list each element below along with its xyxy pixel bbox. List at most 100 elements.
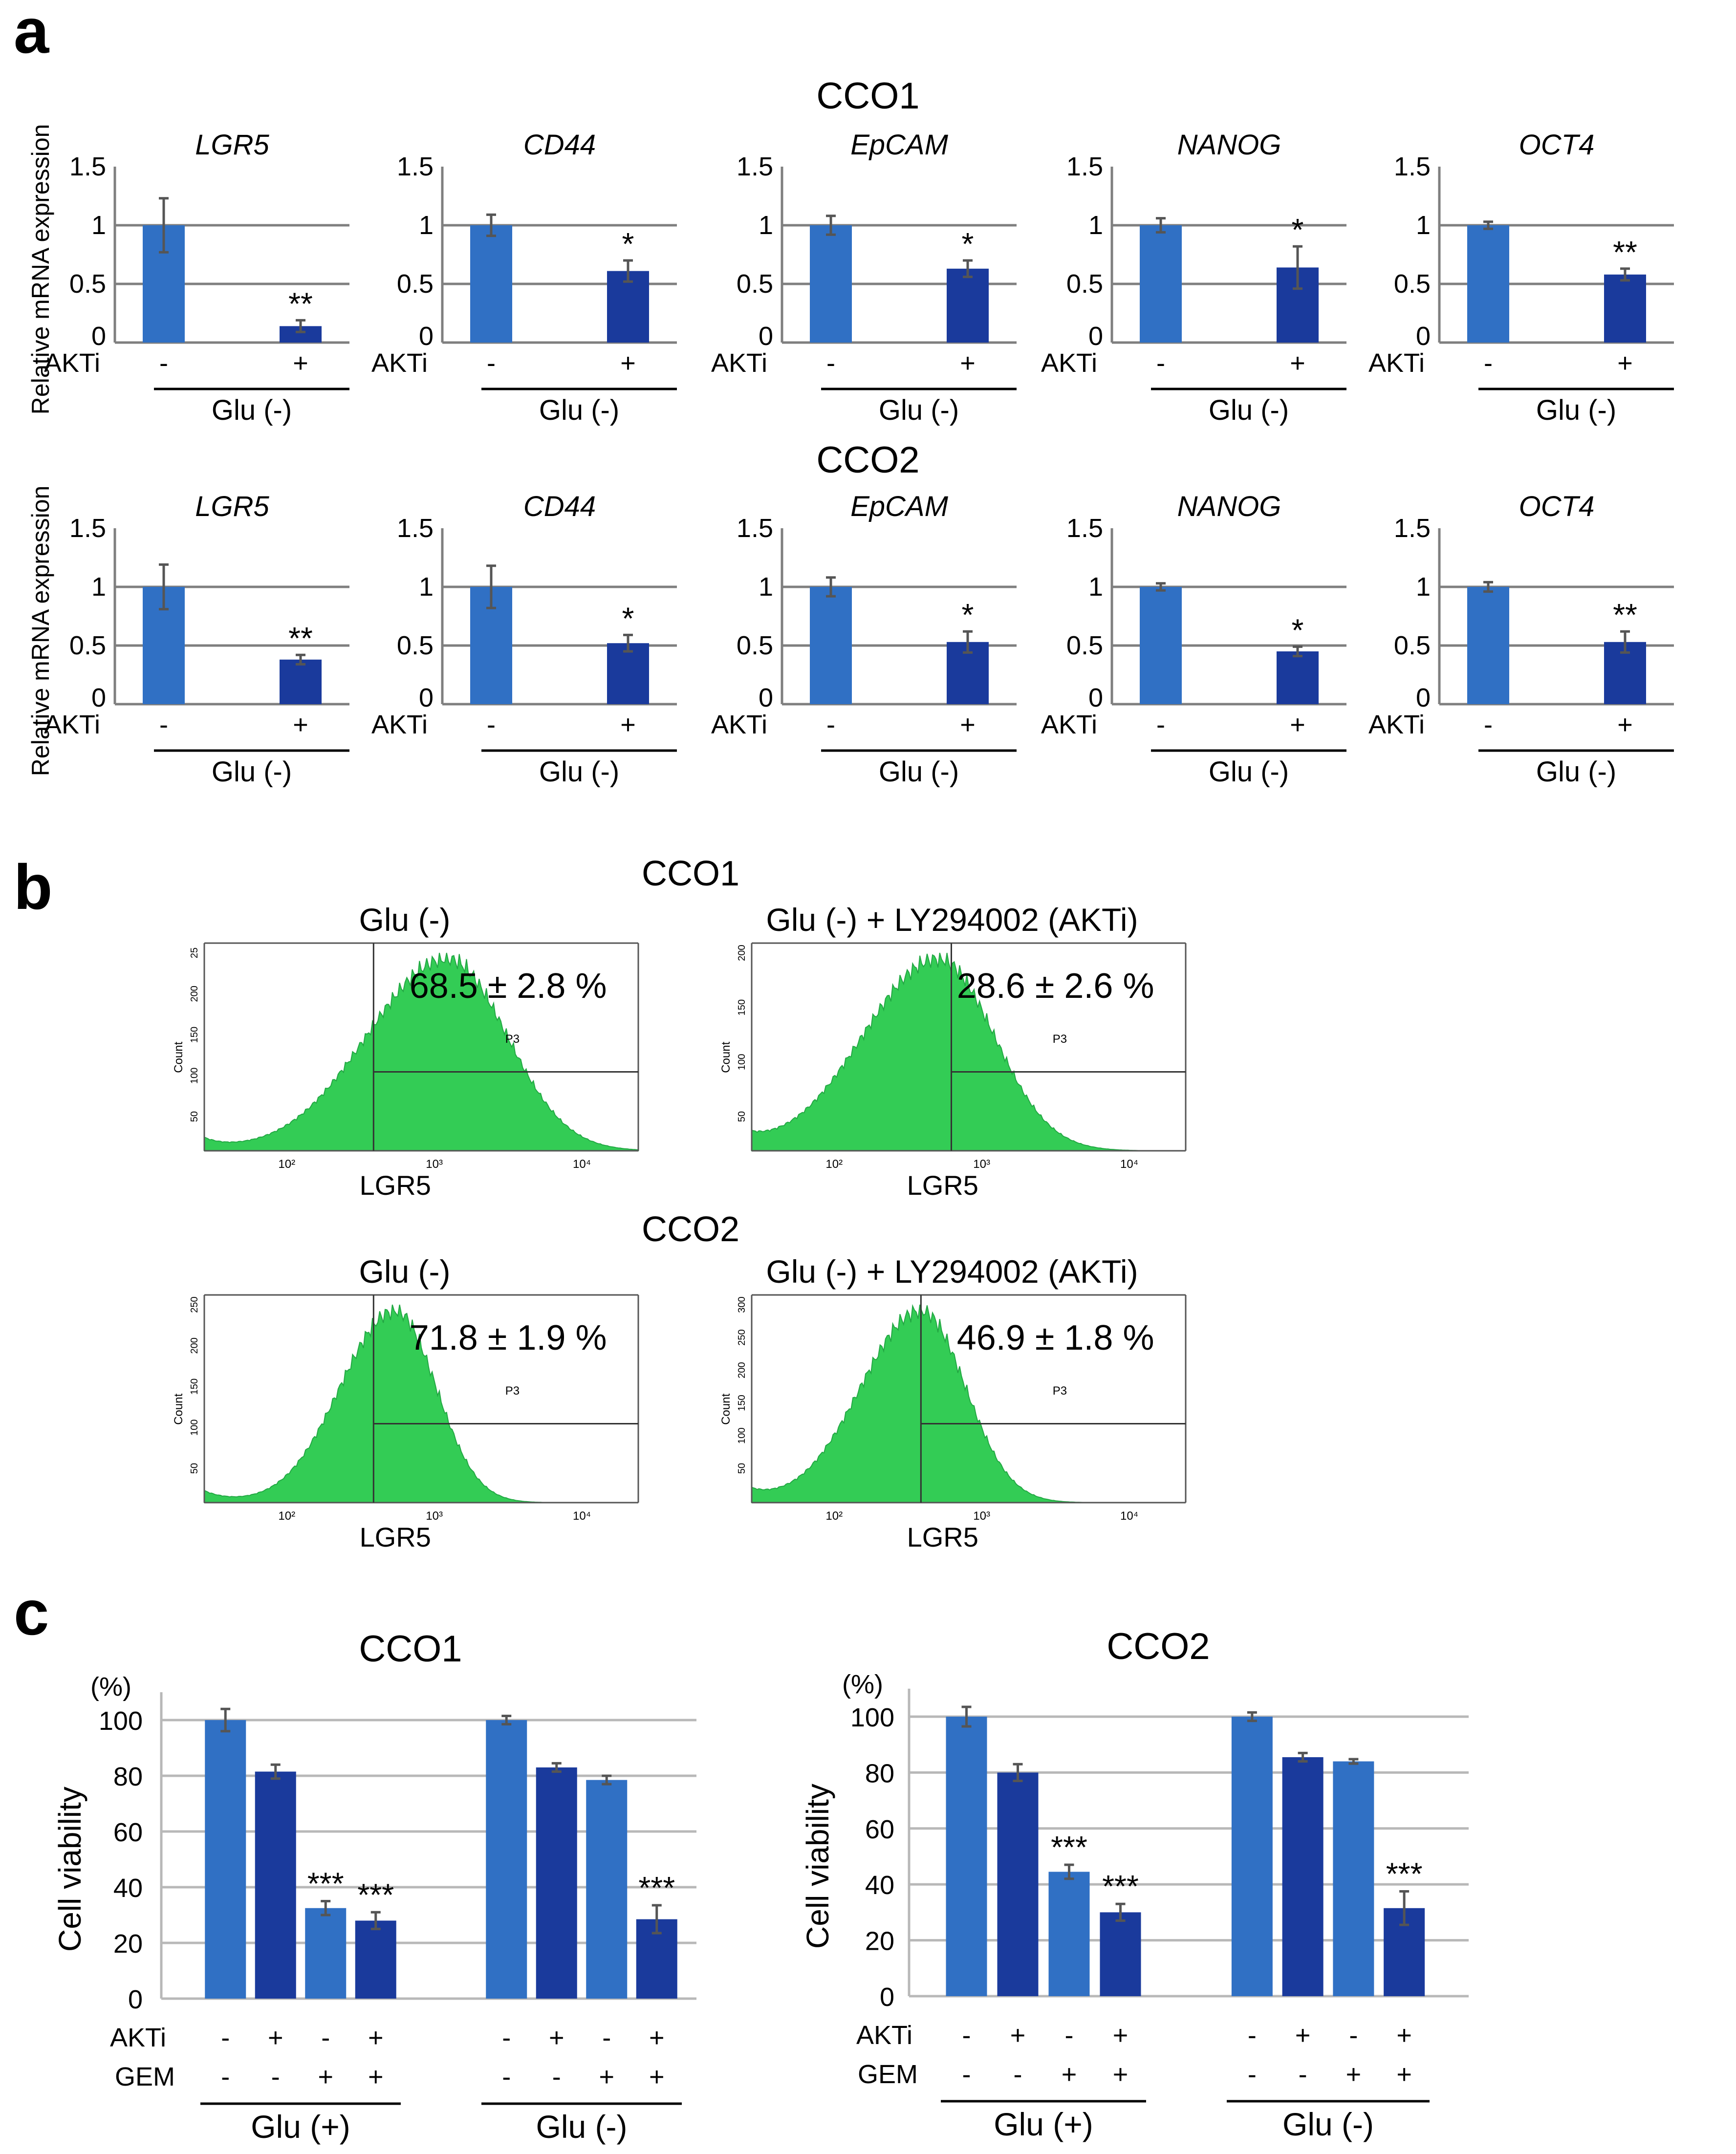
gem-sign: - (1248, 2060, 1257, 2089)
y-unit-label: (%) (90, 1672, 131, 1702)
akti-sign: - (1156, 710, 1165, 739)
x-axis-label: LGR5 (360, 1522, 431, 1552)
y-tick-label: 60 (865, 1815, 894, 1844)
akti-sign: + (1617, 348, 1633, 378)
y-tick-label: 1 (91, 572, 106, 602)
y-tick-label: 40 (113, 1874, 143, 1903)
viability-bar (586, 1780, 628, 1999)
akti-sign: + (1290, 710, 1305, 739)
y-axis-label: Count (719, 1041, 733, 1073)
akti-sign: - (159, 710, 168, 739)
row-label-akti: AKTi (371, 710, 428, 739)
condition-label: Glu (-) (879, 756, 959, 788)
condition-label: Glu (-) (1282, 2106, 1374, 2142)
y-tick-label: 0 (1088, 322, 1103, 351)
significance-mark: * (1292, 212, 1304, 247)
y-tick-label: 0.5 (1394, 631, 1431, 660)
akti-sign: + (1617, 710, 1633, 739)
chart-epcam: 0 0.5 1 1.5 EpCAM - * + AKTi Glu (-) (711, 491, 1017, 788)
akti-sign: + (549, 2023, 564, 2052)
y-tick-label: 0 (91, 322, 106, 351)
akti-sign: + (1295, 2021, 1311, 2050)
row-label-akti: AKTi (110, 2023, 166, 2052)
chart-nanog: 0 0.5 1 1.5 NANOG - * + AKTi Glu (-) (1041, 129, 1346, 426)
viability-bar (997, 1772, 1039, 1996)
gem-sign: - (1014, 2060, 1022, 2089)
gem-sign: - (552, 2062, 561, 2091)
group-title-cco1: CCO1 (816, 75, 919, 117)
akti-sign: - (1156, 348, 1165, 378)
significance-mark: * (622, 601, 634, 636)
flow-group-title-cco2: CCO2 (642, 1210, 739, 1249)
chart-title: NANOG (1177, 129, 1281, 161)
significance-mark: ** (288, 286, 313, 321)
condition-label: Glu (-) (1209, 394, 1289, 426)
y-tick-label: 0 (1416, 322, 1431, 351)
panel-label-b: b (14, 851, 52, 923)
bar-akti (947, 268, 989, 343)
y-tick-label: 150 (737, 1395, 747, 1411)
gem-sign: - (221, 2062, 230, 2091)
akti-sign: - (1065, 2021, 1074, 2050)
significance-mark: * (1292, 612, 1304, 647)
y-tick-label: 200 (189, 986, 200, 1002)
x-tick-label: 10⁴ (573, 1158, 591, 1171)
condition-label: Glu (-) (536, 2109, 628, 2145)
bar-akti (607, 271, 649, 343)
condition-label: Glu (-) (1209, 756, 1289, 788)
viability-bar (305, 1908, 347, 1999)
y-tick-label: 25 (189, 948, 200, 958)
bar-control (1467, 225, 1509, 343)
y-tick-label: 200 (737, 1362, 747, 1378)
y-tick-label: 0 (880, 1982, 894, 2012)
y-tick-label: 1.5 (1394, 152, 1431, 181)
y-tick-label: 20 (865, 1927, 894, 1956)
y-tick-label: 0.5 (69, 269, 106, 299)
y-tick-label: 1.5 (1394, 514, 1431, 543)
significance-mark: *** (307, 1866, 344, 1901)
bar-control (1467, 587, 1509, 704)
bar-akti (1604, 274, 1646, 343)
histogram-title: Glu (-) (359, 1253, 451, 1290)
condition-label: Glu (-) (1536, 756, 1616, 788)
bar-control (470, 225, 512, 343)
gate-label: P3 (505, 1384, 520, 1398)
y-tick-label: 100 (99, 1706, 143, 1736)
gem-sign: - (502, 2062, 511, 2091)
chart-title: OCT4 (1519, 491, 1595, 522)
akti-sign: - (1349, 2021, 1358, 2050)
significance-mark: * (962, 226, 974, 261)
y-tick-label: 0.5 (737, 631, 773, 660)
gem-sign: + (1346, 2060, 1362, 2089)
chart-title: CD44 (523, 129, 596, 161)
y-tick-label: 1.5 (737, 514, 773, 543)
x-tick-label: 10³ (426, 1158, 443, 1171)
x-tick-label: 10² (278, 1158, 295, 1171)
viability-bar (1048, 1872, 1090, 1996)
y-tick-label: 1.5 (69, 152, 106, 181)
chart-title: EpCAM (850, 491, 949, 522)
significance-mark: ** (1613, 235, 1637, 270)
gate-label: P3 (505, 1033, 520, 1046)
y-tick-label: 1.5 (1066, 514, 1103, 543)
y-tick-label: 1 (1416, 211, 1431, 240)
x-tick-label: 10⁴ (573, 1509, 591, 1523)
y-tick-label: 0.5 (1394, 269, 1431, 299)
chart-title: CD44 (523, 491, 596, 522)
y-tick-label: 200 (737, 945, 747, 961)
gem-sign: + (599, 2062, 614, 2091)
row-label-akti: AKTi (1041, 348, 1097, 378)
y-tick-label: 100 (737, 1054, 747, 1070)
y-tick-label: 40 (865, 1871, 894, 1900)
viability-bar (1231, 1717, 1273, 1996)
akti-sign: + (960, 348, 976, 378)
bar-control (1140, 587, 1182, 704)
y-tick-label: 1 (419, 572, 434, 602)
row-label-akti: AKTi (1368, 710, 1425, 739)
akti-sign: - (321, 2023, 330, 2052)
y-tick-label: 100 (737, 1427, 747, 1443)
y-tick-label: 1 (1416, 572, 1431, 602)
condition-label: Glu (+) (251, 2109, 350, 2145)
akti-sign: + (1396, 2021, 1412, 2050)
flow-histogram: Glu (-) P3 68.5 ± 2.8 % LGR5 Count 10² 10³ 10⁴ 5… (172, 902, 639, 1201)
